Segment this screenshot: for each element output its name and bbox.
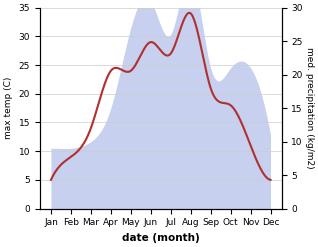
X-axis label: date (month): date (month) — [122, 233, 200, 243]
Y-axis label: med. precipitation (kg/m2): med. precipitation (kg/m2) — [305, 47, 314, 169]
Y-axis label: max temp (C): max temp (C) — [4, 77, 13, 139]
